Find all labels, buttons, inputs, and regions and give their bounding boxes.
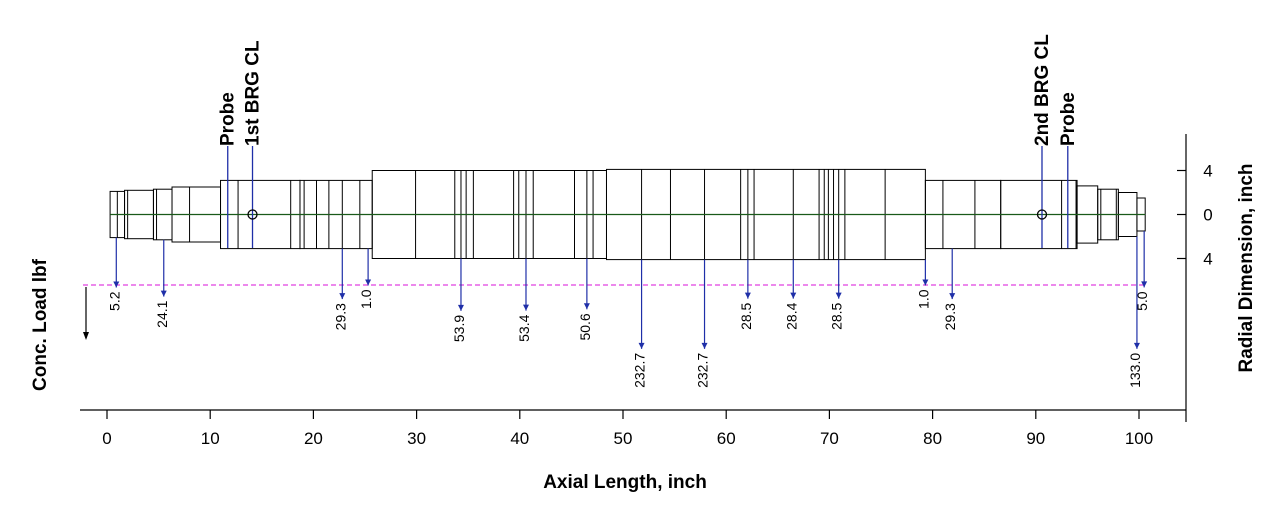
x-tick-label: 90 <box>1026 429 1045 448</box>
bearing-markers <box>227 146 1069 248</box>
load-value-label: 28.5 <box>738 302 754 329</box>
load-arrowhead-icon <box>339 293 346 300</box>
x-tick-label: 0 <box>102 429 111 448</box>
load-arrowhead-icon <box>583 303 590 310</box>
bearing-icon <box>1036 209 1048 220</box>
load-arrowhead-icon <box>160 290 167 297</box>
load-value-label: 232.7 <box>695 353 711 388</box>
load-value-label: 53.4 <box>516 314 532 341</box>
x-axis-title: Axial Length, inch <box>543 472 707 493</box>
load-arrowhead-icon <box>1141 281 1148 288</box>
load-arrowhead-icon <box>922 279 929 286</box>
x-tick-label: 10 <box>201 429 220 448</box>
x-tick-label: 40 <box>510 429 529 448</box>
x-tick-label: 30 <box>407 429 426 448</box>
load-value-label: 28.4 <box>783 302 799 329</box>
x-tick-label: 60 <box>717 429 736 448</box>
y-tick-label: 4 <box>1203 162 1212 181</box>
load-arrowhead-icon <box>1133 342 1140 349</box>
load-arrowhead-icon <box>457 304 464 311</box>
load-arrowhead-icon <box>113 281 120 288</box>
x-axis-ticks: 0 10 20 30 40 50 60 70 80 90 100 <box>102 410 1153 448</box>
probe-left-label: Probe <box>218 92 239 146</box>
x-tick-label: 20 <box>304 429 323 448</box>
load-arrowhead-icon <box>835 292 842 299</box>
load-arrowhead-icon <box>701 342 708 349</box>
load-value-label: 24.1 <box>154 300 170 327</box>
load-value-label: 29.3 <box>942 303 958 330</box>
x-tick-label: 70 <box>820 429 839 448</box>
load-value-label: 5.0 <box>1134 291 1150 311</box>
load-axis-title: Conc. Load lbf <box>30 258 51 391</box>
bearing-1-label: 1st BRG CL <box>243 40 264 146</box>
y-tick-label: 4 <box>1203 250 1212 269</box>
load-arrowhead-icon <box>522 304 529 311</box>
bearing-icon <box>247 209 258 220</box>
x-tick-label: 100 <box>1125 429 1153 448</box>
y-axis-right-title: Radial Dimension, inch <box>1236 163 1257 372</box>
y-tick-label: 0 <box>1203 206 1212 225</box>
load-value-label: 53.9 <box>451 315 467 342</box>
load-value-label: 1.0 <box>358 289 374 309</box>
load-value-label: 29.3 <box>332 303 348 330</box>
load-value-label: 232.7 <box>632 353 648 388</box>
x-tick-label: 80 <box>923 429 942 448</box>
load-arrowhead-icon <box>638 342 645 349</box>
load-arrowhead-icon <box>790 292 797 299</box>
concentrated-loads: 5.2 24.1 29.3 1.0 53.9 53.4 50.6 232.7 232.7 28.5… <box>106 231 1150 388</box>
load-value-label: 50.6 <box>577 313 593 340</box>
load-arrowhead-icon <box>949 293 956 300</box>
load-value-label: 1.0 <box>915 289 931 309</box>
load-arrowhead-icon <box>365 279 372 286</box>
x-tick-label: 50 <box>614 429 633 448</box>
probe-right-label: Probe <box>1058 92 1079 146</box>
load-value-label: 5.2 <box>106 291 122 311</box>
load-value-label: 133.0 <box>1127 353 1143 388</box>
y-axis-right-ticks: 4 0 4 <box>1177 162 1213 269</box>
load-axis-arrowhead-icon <box>83 332 89 340</box>
load-value-label: 28.5 <box>829 302 845 329</box>
bearing-2-label: 2nd BRG CL <box>1032 34 1053 146</box>
load-arrowhead-icon <box>744 292 751 299</box>
